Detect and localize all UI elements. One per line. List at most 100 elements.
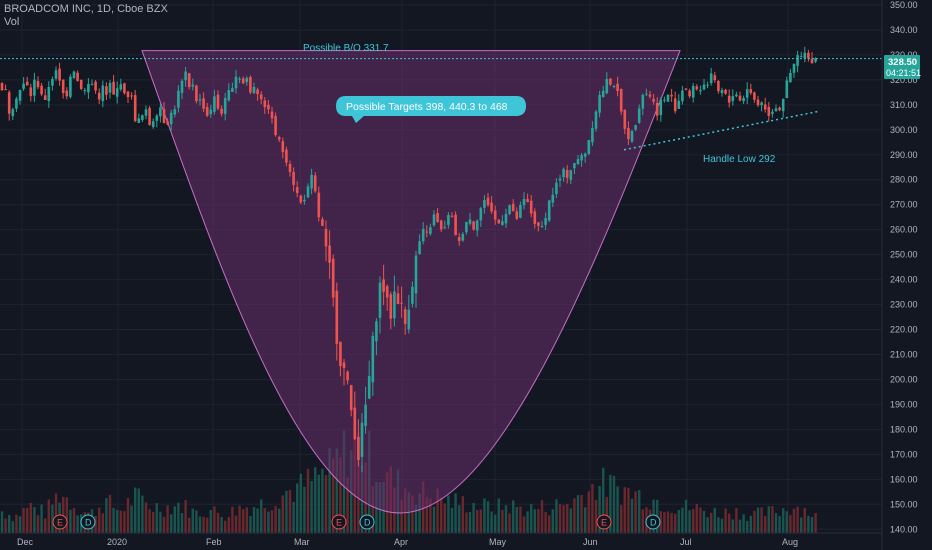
volume-bar: [105, 498, 108, 533]
price-tick-label: 220.00: [890, 325, 918, 335]
handle-label: Handle Low 292: [703, 154, 776, 165]
volume-bar: [436, 488, 439, 533]
candle-body: [591, 128, 594, 143]
volume-bar: [558, 504, 562, 533]
volume-bar: [51, 504, 54, 533]
candle-body: [652, 98, 655, 102]
candle-body: [220, 108, 223, 114]
candle-body: [180, 80, 184, 93]
candle-body: [123, 83, 126, 94]
volume-bar: [746, 520, 749, 533]
volume-bar: [101, 513, 104, 533]
candle-body: [738, 95, 742, 101]
candle-body: [295, 187, 299, 194]
candle-body: [558, 178, 562, 181]
volume-bar: [537, 509, 540, 533]
candle-body: [529, 200, 533, 214]
dividend-marker[interactable]: D: [645, 514, 661, 530]
volume-bar: [584, 507, 587, 533]
candle-body: [778, 107, 781, 111]
last-price-tag[interactable]: 328.50 04:21:51: [884, 55, 921, 79]
candle-body: [519, 204, 522, 218]
price-tick-label: 330.00: [890, 50, 918, 60]
candle-body: [22, 83, 25, 89]
volume-bar: [47, 499, 50, 533]
targets-callout: Possible Targets 398, 440.3 to 468: [336, 96, 526, 123]
candle-body: [544, 218, 547, 225]
volume-bar: [306, 468, 310, 533]
candle-body: [112, 81, 115, 95]
volume-bar: [152, 511, 155, 533]
volume-bar: [411, 495, 414, 533]
earnings-marker[interactable]: E: [52, 514, 68, 530]
volume-bar: [170, 514, 173, 533]
dividend-marker[interactable]: D: [359, 514, 375, 530]
volume-bar: [263, 508, 266, 533]
volume-bar: [249, 516, 252, 533]
candle-body: [490, 202, 493, 212]
candle-body: [274, 116, 277, 136]
volume-bar: [616, 486, 619, 533]
volume-bar: [785, 511, 788, 533]
volume-bar: [11, 521, 14, 533]
dividend-marker[interactable]: D: [80, 514, 96, 530]
volume-bar: [789, 515, 792, 533]
price-tick-label: 280.00: [890, 175, 918, 185]
candle-body: [40, 85, 43, 95]
volume-bar: [281, 495, 284, 533]
volume-bar: [303, 486, 306, 533]
candle-body: [533, 211, 537, 224]
candle-body: [609, 78, 612, 85]
volume-bar: [234, 515, 238, 533]
candle-body: [659, 99, 663, 116]
candle-body: [375, 321, 378, 342]
candle-body: [807, 52, 810, 59]
earnings-marker[interactable]: E: [331, 514, 347, 530]
candle-body: [673, 98, 677, 112]
volume-bar: [598, 486, 601, 533]
volume-bar: [184, 500, 187, 533]
volume-bar: [98, 507, 101, 533]
candle-body: [191, 84, 195, 87]
candle-body: [468, 219, 472, 224]
volume-bar: [188, 517, 191, 533]
candle-body: [727, 95, 731, 103]
candle-body: [173, 109, 177, 115]
earnings-marker[interactable]: E: [596, 514, 612, 530]
candle-body: [627, 127, 630, 140]
volume-bar: [566, 504, 569, 533]
last-price-label: 328.50: [888, 57, 917, 68]
price-axis: 140.00 150.00 160.00 170.00 180.00 190.00 200.…: [890, 0, 918, 534]
volume-bar: [612, 475, 616, 533]
candle-body: [681, 90, 684, 102]
volume-bar: [245, 507, 248, 533]
candle-body: [97, 92, 101, 100]
volume-bar: [627, 487, 630, 533]
dividend-marker-label: D: [650, 518, 657, 528]
volume-bar: [54, 493, 58, 533]
candle-body: [789, 72, 792, 83]
handle-trendline: [623, 110, 821, 151]
candle-body: [306, 186, 310, 198]
volume-indicator-label[interactable]: Vol: [4, 16, 20, 28]
candle-body: [198, 99, 202, 101]
volume-bar: [760, 507, 763, 533]
candle-body: [259, 94, 263, 100]
volume-bar: [738, 519, 742, 533]
candle-body: [497, 219, 501, 224]
volume-bar: [458, 505, 461, 533]
volume-bar: [724, 508, 727, 533]
candle-body: [454, 214, 457, 236]
volume-bar: [494, 514, 497, 533]
time-label-feb: Feb: [206, 537, 222, 547]
volume-bar: [346, 477, 349, 533]
candle-body: [562, 168, 565, 178]
candle-body: [299, 195, 303, 203]
volume-bar: [569, 508, 572, 533]
candle-body: [637, 108, 641, 123]
volume-bar: [116, 509, 119, 533]
symbol-title[interactable]: BROADCOM INC, 1D, Cboe BZX: [4, 3, 168, 15]
volume-bar: [76, 515, 79, 533]
volume-bar: [530, 504, 533, 533]
candle-body: [285, 149, 288, 163]
